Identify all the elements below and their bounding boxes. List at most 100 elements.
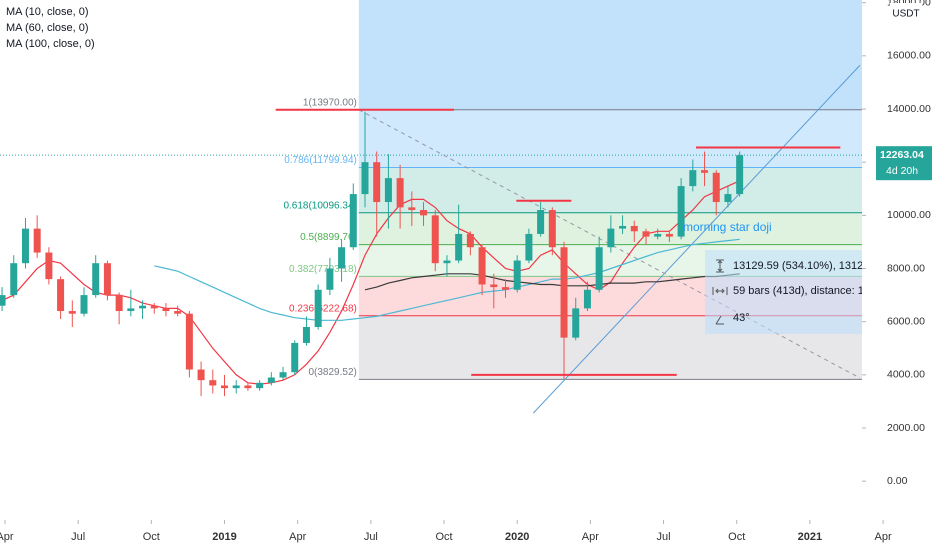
x-tick-label: Oct [435,531,452,543]
candle-body [338,247,346,269]
candle-body [408,207,416,211]
candle-body [595,247,603,290]
candle-body [490,284,498,288]
overlay: 13129.59 (534.10%), 1312959 59 bars (413… [683,220,904,334]
plot-area: 1(13970.00) 0.786(11799.94) 0.618(10096.34… [0,0,862,414]
y-tick-label: 6000.00 [887,315,925,327]
candle-body [478,247,486,285]
y-tick-label: 8000.00 [887,262,925,274]
candle-body [724,194,732,203]
candle-body [572,308,580,338]
price-axis-bg [862,0,932,550]
candle-body [92,263,100,296]
fib-zone [358,167,862,213]
candle-body [548,210,556,248]
candle-body [221,385,229,389]
candle-body [396,178,404,208]
measure-icons [712,259,728,325]
candle-body [689,170,697,187]
legend-entry: MA (100, close, 0) [6,38,95,50]
x-tick-label: Apr [582,531,599,543]
candle-body [150,305,158,309]
candle-body [0,295,6,306]
candle-body [279,372,287,378]
candle-body [607,228,615,248]
candle-body [630,225,638,232]
x-tick-label: 2020 [505,531,529,543]
candle-body [466,233,474,248]
x-tick-label: Oct [728,531,745,543]
candle-body [57,279,65,312]
countdown: 4d 20h [886,165,918,177]
candle-body [209,380,217,386]
x-tick-label: Jul [364,531,378,543]
candle-body [373,162,381,203]
x-tick-label: Jul [657,531,671,543]
y-tick-label: 2000.00 [887,422,925,434]
y-tick-label: 16000.00 [887,50,931,62]
currency: USDT [892,9,919,20]
candle-body [654,233,662,237]
ma-line [154,238,740,321]
target-zone [358,0,862,110]
candle-body [197,369,205,381]
candle-body [431,215,439,264]
x-tick-label: 2019 [212,531,236,543]
last-price-label: 12263.04 [880,149,924,161]
fib-label: 1(13970.00) [303,97,357,108]
last-price-tag [876,146,932,181]
candle-body [736,155,744,195]
fib-label: 0.618(10096.34) [283,200,356,211]
candle-body [314,289,322,327]
candle-body [33,228,41,253]
y-tick-label: 4000.00 [887,369,925,381]
x-tick-label: Jul [71,531,85,543]
candle-body [162,308,170,312]
candle-body [665,233,673,237]
icon-angle [715,315,724,325]
candle-body [80,295,88,314]
candle-body [712,172,720,203]
candle-body [361,162,369,195]
candle-body [174,311,182,314]
legend-entry: MA (10, close, 0) [6,6,89,18]
candle-body [185,313,193,370]
candle-body [583,289,591,309]
candle-body [513,260,521,290]
legend-entry: MA (60, close, 0) [6,22,89,34]
y-tick-label: 0.00 [887,475,908,487]
candle-body [256,382,264,389]
candle-body [45,252,53,280]
candle-body [302,326,310,343]
ma-line [1,180,740,385]
candle-body [267,377,275,383]
fib-label: 0.382(7703.18) [289,264,357,275]
fib-label: 0(3829.52) [308,367,356,378]
candle-body [115,295,123,312]
time-axis-bg [0,520,862,550]
candle-body [619,225,627,229]
candle-body [525,233,533,261]
x-tick-label: 2021 [798,531,822,543]
icon-price [716,259,724,273]
currency-box [890,3,922,25]
candle-body [642,231,650,237]
candle-body [384,178,392,203]
measure-bars: 59 bars (413d), distance: 13129.72 [733,285,904,297]
fib-label: 0.236(6222.68) [289,303,357,314]
candle-body [127,308,135,312]
y-tick-label: 14000.00 [887,103,931,115]
x-tick-label: Apr [875,531,892,543]
annotation: morning star doji [683,220,772,234]
candle-body [232,385,240,389]
candle-body [537,210,545,234]
candle-body [501,287,509,290]
candle-body [443,260,451,264]
fib-label: 0.786(11799.94) [284,155,357,166]
candle-body [291,342,299,373]
candle-body [326,268,334,290]
measure-box [705,250,862,334]
candle-body [420,210,428,216]
